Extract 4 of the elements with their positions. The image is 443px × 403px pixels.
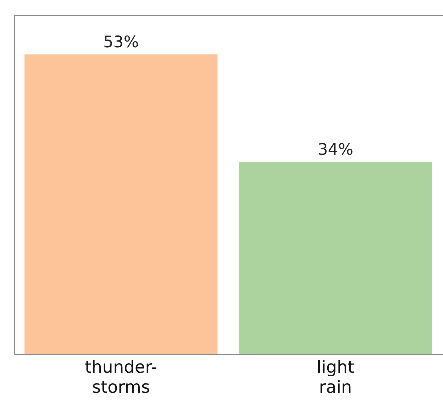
data-label: 34%: [318, 140, 354, 160]
x-tick-label: light rain: [316, 358, 355, 398]
x-tick-label: thunder- storms: [85, 358, 158, 398]
data-label: 53%: [103, 32, 140, 52]
